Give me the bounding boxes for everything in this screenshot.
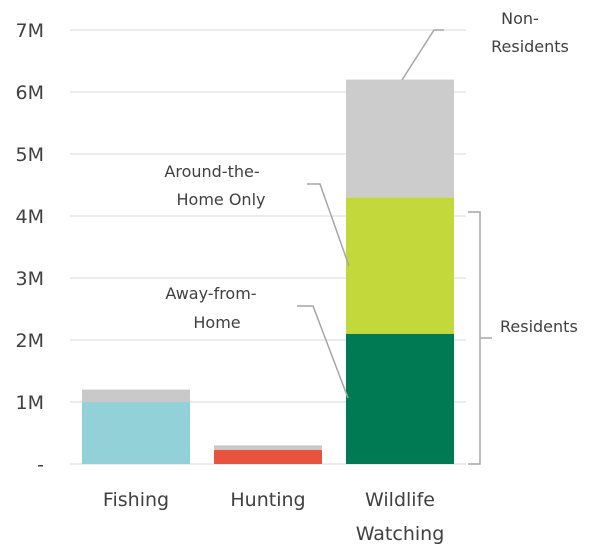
y-tick-label: 5M — [16, 144, 44, 166]
annotation-away-home-line1: Away-from- — [165, 284, 256, 303]
annotation-residents-label: Residents — [500, 317, 578, 336]
y-tick-label: 1M — [16, 392, 44, 414]
x-category-label: Watching — [356, 523, 445, 545]
x-category-label: Fishing — [103, 489, 169, 511]
y-tick-label: 2M — [16, 330, 44, 352]
x-axis-categories: Fishing Hunting Wildlife Watching — [103, 489, 444, 545]
svg-text:Away-from-: Away-from- — [165, 284, 256, 303]
leader-line-around-home — [307, 183, 350, 267]
annotation-away-home: Away-from- Home — [165, 284, 349, 399]
annotation-around-home-line1: Around-the- — [164, 162, 259, 181]
y-axis-ticks: - 1M 2M 3M 4M 5M 6M 7M — [16, 20, 44, 476]
svg-text:Home: Home — [193, 313, 240, 332]
y-tick-label: 4M — [16, 206, 44, 228]
annotation-around-home-line2: Home Only — [177, 190, 266, 209]
bar-segment — [214, 449, 322, 464]
leader-line-away-home — [297, 305, 349, 399]
bars — [82, 79, 454, 464]
annotation-non-residents-line2: Residents — [491, 37, 569, 56]
residents-bracket — [468, 211, 492, 465]
y-tick-label: 6M — [16, 82, 44, 104]
bar-segment — [346, 79, 454, 198]
bar-segment — [346, 333, 454, 464]
bar-segment — [82, 389, 190, 402]
bar-segment — [82, 402, 190, 464]
svg-text:Non-: Non- — [501, 9, 539, 28]
annotation-residents: Residents — [468, 211, 578, 465]
leader-line-non-residents — [401, 29, 444, 81]
bar-segment — [214, 445, 322, 450]
svg-text:Around-the-: Around-the- — [164, 162, 259, 181]
svg-text:Home Only: Home Only — [177, 190, 266, 209]
svg-text:Residents: Residents — [500, 317, 578, 336]
y-tick-label: 7M — [16, 20, 44, 42]
annotation-around-home: Around-the- Home Only — [164, 162, 350, 267]
annotation-away-home-line2: Home — [193, 313, 240, 332]
x-category-label: Wildlife — [365, 489, 435, 511]
bar-segment — [346, 197, 454, 334]
y-tick-label: 3M — [16, 268, 44, 290]
annotation-non-residents: Non- Residents — [401, 9, 569, 81]
x-category-label: Hunting — [230, 489, 305, 511]
y-tick-label: - — [37, 454, 44, 476]
svg-text:Residents: Residents — [491, 37, 569, 56]
annotation-non-residents-line1: Non- — [501, 9, 539, 28]
